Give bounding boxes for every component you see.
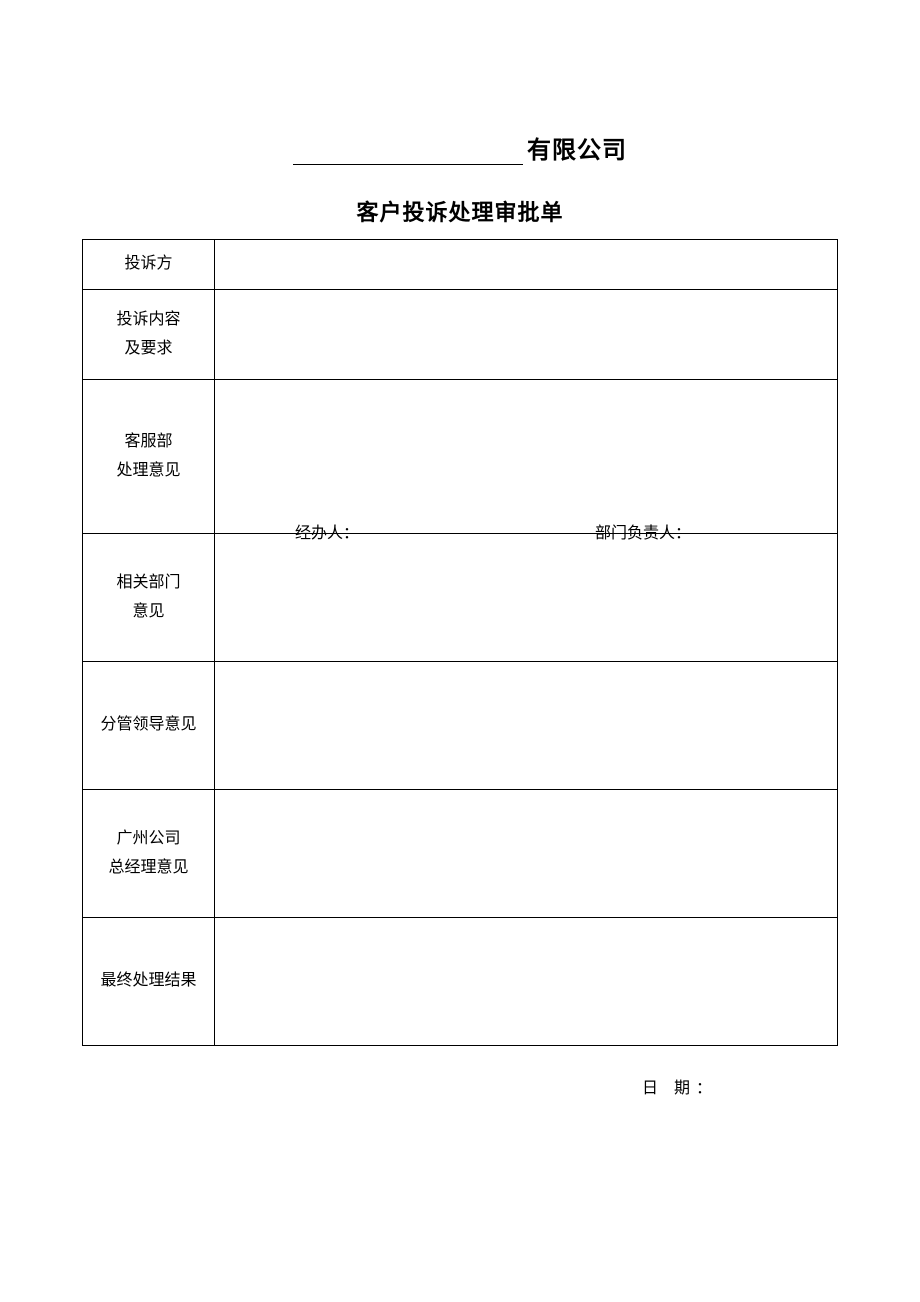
field-complainant[interactable] xyxy=(215,240,838,290)
label-line: 处理意见 xyxy=(116,462,180,479)
field-leader[interactable] xyxy=(215,662,838,790)
approval-table: 投诉方 投诉内容 及要求 客服部 处理意见 经办人： 部门负责人： xyxy=(82,239,838,1046)
label-line: 投诉内容 xyxy=(116,311,180,328)
label-line: 及要求 xyxy=(124,340,172,357)
label-line: 客服部 xyxy=(124,433,172,450)
field-service-dept[interactable]: 经办人： 部门负责人： xyxy=(215,380,838,534)
field-related-dept[interactable] xyxy=(215,534,838,662)
label-line: 总经理意见 xyxy=(108,859,188,876)
company-header: 有限公司 xyxy=(50,130,870,165)
label-complainant: 投诉方 xyxy=(83,240,215,290)
table-row: 投诉内容 及要求 xyxy=(83,290,838,380)
field-gm[interactable] xyxy=(215,790,838,918)
date-label: 日 期： xyxy=(642,1074,718,1098)
table-row: 分管领导意见 xyxy=(83,662,838,790)
label-service-dept: 客服部 处理意见 xyxy=(83,380,215,534)
label-content-request: 投诉内容 及要求 xyxy=(83,290,215,380)
label-line: 意见 xyxy=(132,603,164,620)
table-row: 相关部门 意见 xyxy=(83,534,838,662)
label-line: 相关部门 xyxy=(116,574,180,591)
label-leader: 分管领导意见 xyxy=(83,662,215,790)
table-row: 投诉方 xyxy=(83,240,838,290)
form-title: 客户投诉处理审批单 xyxy=(50,195,870,227)
page-container: 有限公司 客户投诉处理审批单 投诉方 投诉内容 及要求 客服部 处理意见 经办人… xyxy=(0,0,920,1144)
field-final[interactable] xyxy=(215,918,838,1046)
label-gm: 广州公司 总经理意见 xyxy=(83,790,215,918)
field-content-request[interactable] xyxy=(215,290,838,380)
table-row: 广州公司 总经理意见 xyxy=(83,790,838,918)
label-related-dept: 相关部门 意见 xyxy=(83,534,215,662)
table-row: 客服部 处理意见 经办人： 部门负责人： xyxy=(83,380,838,534)
label-final: 最终处理结果 xyxy=(83,918,215,1046)
label-line: 广州公司 xyxy=(116,830,180,847)
table-row: 最终处理结果 xyxy=(83,918,838,1046)
date-label-text: 日 期： xyxy=(642,1080,718,1097)
date-line: 日 期： xyxy=(82,1074,838,1094)
company-name-blank xyxy=(293,143,523,165)
company-suffix: 有限公司 xyxy=(527,138,627,164)
